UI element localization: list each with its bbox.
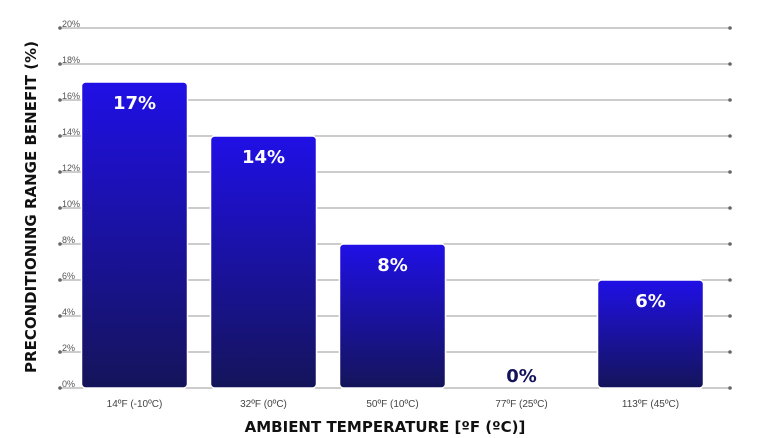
gridline-end-dot: [728, 350, 732, 354]
gridline-end-dot: [728, 26, 732, 30]
gridline-end-dot: [58, 134, 62, 138]
gridline-end-dot: [58, 386, 62, 390]
gridline-end-dot: [728, 134, 732, 138]
data-label: 14%: [242, 147, 285, 168]
y-tick-label: 14%: [62, 127, 80, 137]
gridline-end-dot: [58, 62, 62, 66]
y-tick-label: 4%: [62, 307, 75, 317]
data-label: 6%: [635, 291, 666, 312]
x-tick-label: 32ºF (0ºC): [240, 399, 287, 410]
y-tick-label: 18%: [62, 55, 80, 65]
bar: [80, 81, 189, 389]
gridline-end-dot: [728, 62, 732, 66]
data-labels: 17% 14% 8% 0% 6%: [113, 93, 666, 387]
y-tick-label: 2%: [62, 343, 75, 353]
gridline-end-dot: [58, 98, 62, 102]
y-axis-title: PRECONDITIONING RANGE BENEFIT (%): [22, 41, 40, 373]
data-label: 8%: [377, 255, 408, 276]
gridline-end-dot: [58, 314, 62, 318]
y-tick-label: 12%: [62, 163, 80, 173]
gridline-end-dot: [728, 206, 732, 210]
y-tick-label: 10%: [62, 199, 80, 209]
gridline-end-dot: [58, 350, 62, 354]
y-axis-ticks: 0% 2% 4% 6% 8% 10% 12% 14% 16% 18% 20%: [62, 19, 80, 389]
gridline-end-dot: [728, 98, 732, 102]
gridline-end-dot: [58, 206, 62, 210]
gridline-end-dot: [728, 386, 732, 390]
y-tick-label: 16%: [62, 91, 80, 101]
bar: [209, 135, 318, 389]
bar: [338, 243, 447, 389]
y-tick-label: 6%: [62, 271, 75, 281]
y-tick-label: 0%: [62, 379, 75, 389]
bars: [80, 81, 705, 389]
bar: [596, 279, 705, 389]
y-tick-label: 8%: [62, 235, 75, 245]
x-tick-label: 14ºF (-10ºC): [107, 399, 163, 410]
x-axis-title: AMBIENT TEMPERATURE [ºF (ºC)]: [245, 418, 526, 436]
x-axis-ticks: 14ºF (-10ºC) 32ºF (0ºC) 50ºF (10ºC) 77ºF (2…: [107, 399, 679, 410]
x-tick-label: 113ºF (45ºC): [622, 399, 679, 410]
x-tick-label: 77ºF (25ºC): [495, 399, 547, 410]
y-tick-label: 20%: [62, 19, 80, 29]
gridline-end-dot: [728, 314, 732, 318]
data-label: 0%: [506, 366, 537, 387]
gridline-end-dot: [58, 242, 62, 246]
gridline-end-dot: [728, 242, 732, 246]
x-tick-label: 50ºF (10ºC): [366, 399, 418, 410]
gridline-end-dot: [728, 278, 732, 282]
gridline-end-dot: [58, 278, 62, 282]
gridline-end-dot: [728, 170, 732, 174]
gridline-end-dot: [58, 170, 62, 174]
gridline-end-dot: [58, 26, 62, 30]
data-label: 17%: [113, 93, 156, 114]
